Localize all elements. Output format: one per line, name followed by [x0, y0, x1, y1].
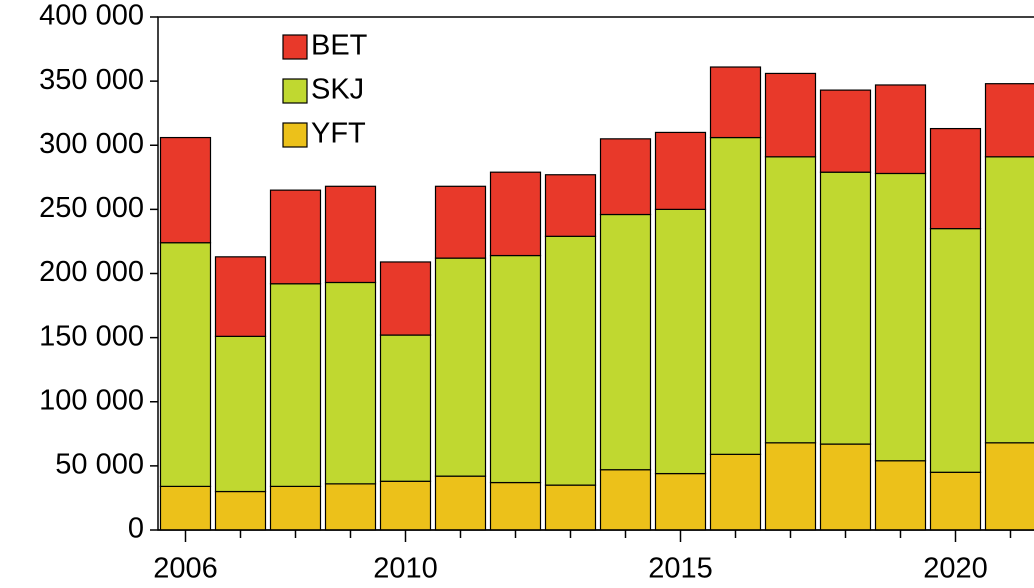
bar-segment [544, 174, 597, 237]
bar-segment [874, 460, 927, 531]
bar-segment [434, 257, 487, 477]
bar-segment [764, 442, 817, 531]
bar-segment [654, 208, 707, 475]
bar-segment [269, 189, 322, 285]
legend-swatch [282, 78, 308, 104]
bar-segment [709, 136, 762, 455]
bar-segment [654, 131, 707, 210]
y-tick-label: 100 000 [39, 384, 144, 416]
bar-segment [929, 471, 982, 531]
bar-segment [434, 475, 487, 531]
y-tick-label: 350 000 [39, 64, 144, 96]
bar-segment [159, 136, 212, 244]
bar-segment [819, 89, 872, 173]
bar-segment [159, 485, 212, 531]
bar-segment [324, 281, 377, 485]
bar-segment [819, 171, 872, 445]
bar-segment [599, 213, 652, 471]
y-tick-label: 0 [128, 513, 144, 545]
y-tick-label: 150 000 [39, 320, 144, 352]
bar-segment [984, 442, 1034, 531]
legend-label: YFT [311, 118, 366, 150]
bar-segment [599, 469, 652, 531]
bar-segment [489, 481, 542, 531]
bar-segment [214, 256, 267, 337]
legend-swatch [282, 122, 308, 148]
x-tick-label: 2006 [153, 553, 218, 585]
y-tick-label: 200 000 [39, 256, 144, 288]
bar-segment [489, 254, 542, 484]
bar-segment [214, 335, 267, 493]
bar-segment [544, 484, 597, 531]
y-tick-label: 300 000 [39, 128, 144, 160]
bar-segment [489, 171, 542, 257]
bar-segment [434, 185, 487, 259]
bar-segment [214, 490, 267, 531]
y-tick-label: 250 000 [39, 192, 144, 224]
bar-segment [324, 185, 377, 284]
bar-segment [709, 66, 762, 139]
bar-segment [654, 472, 707, 531]
x-tick-label: 2020 [923, 553, 988, 585]
bar-segment [269, 283, 322, 487]
y-tick-label: 50 000 [55, 449, 144, 481]
bar-segment [599, 138, 652, 216]
bar-segment [819, 443, 872, 531]
legend-swatch [282, 34, 308, 60]
bar-segment [379, 261, 432, 336]
bar-segment [984, 156, 1034, 444]
bar-segment [379, 334, 432, 482]
legend-label: BET [311, 30, 368, 62]
bar-segment [874, 84, 927, 175]
bar-segment [984, 83, 1034, 158]
bar-segment [379, 480, 432, 531]
legend-label: SKJ [311, 74, 364, 106]
x-tick-label: 2010 [373, 553, 438, 585]
bar-segment [544, 235, 597, 486]
bar-segment [929, 127, 982, 230]
bar-segment [764, 72, 817, 158]
bar-segment [929, 228, 982, 473]
y-tick-label: 400 000 [39, 0, 144, 32]
bar-segment [159, 242, 212, 487]
x-tick-label: 2015 [648, 553, 713, 585]
bar-segment [324, 483, 377, 531]
bar-segment [764, 156, 817, 444]
bar-segment [874, 172, 927, 462]
bar-segment [709, 453, 762, 531]
bar-segment [269, 485, 322, 531]
